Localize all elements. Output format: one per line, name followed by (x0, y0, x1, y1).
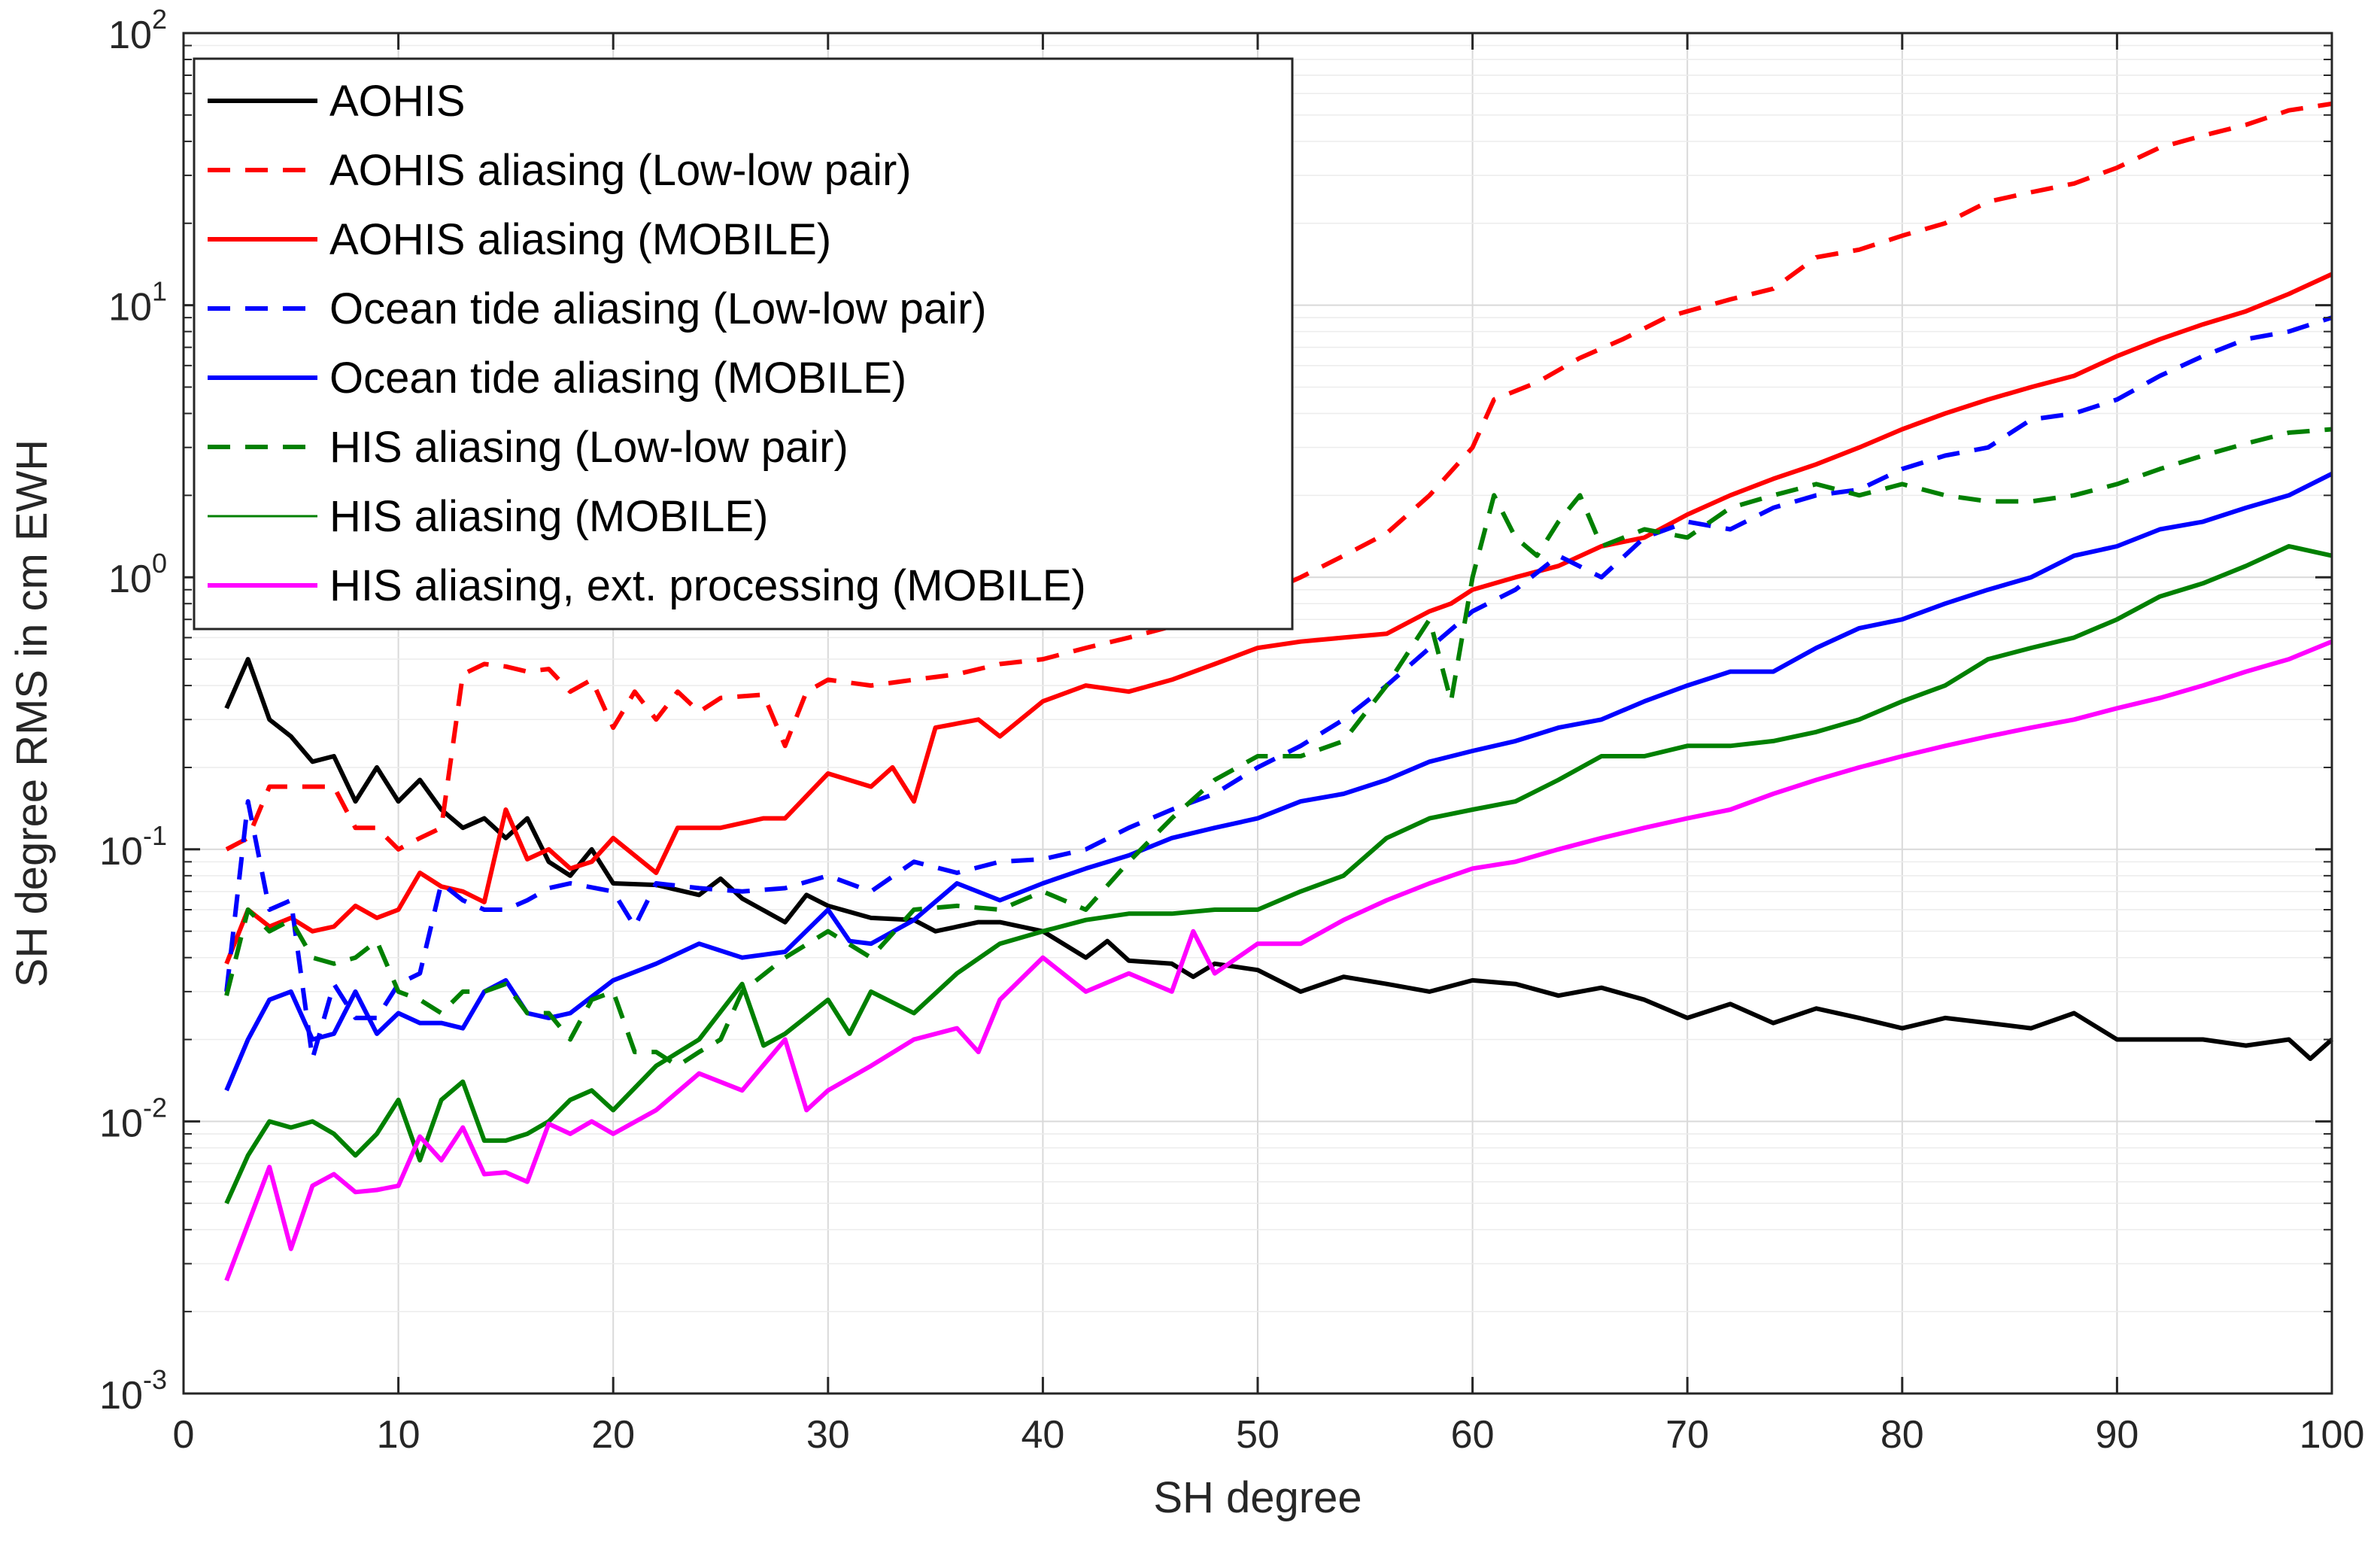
series-line-7 (224, 544, 2333, 1205)
x-tick-label: 50 (1236, 1413, 1280, 1457)
series-layer (224, 101, 2334, 1281)
x-tick-label: 40 (1021, 1413, 1064, 1457)
x-tick-label: 10 (377, 1413, 420, 1457)
y-tick-label-base: 10 (99, 1374, 143, 1418)
y-tick-label: 100 (108, 548, 167, 601)
x-tick-label: 60 (1451, 1413, 1495, 1457)
series-line-2 (225, 101, 2333, 852)
legend-label: AOHIS aliasing (Low-low pair) (329, 146, 912, 195)
x-tick-label: 100 (2300, 1413, 2365, 1457)
y-tick-label-base: 10 (99, 1102, 143, 1145)
legend-label: AOHIS aliasing (MOBILE) (329, 215, 831, 264)
y-tick-label-exponent: -2 (143, 1092, 167, 1123)
x-tick-label: 0 (173, 1413, 195, 1457)
y-tick-label: 10-3 (99, 1364, 167, 1418)
x-tick-label: 30 (806, 1413, 850, 1457)
legend-label: Ocean tide aliasing (MOBILE) (329, 354, 906, 403)
y-tick-label-base: 10 (108, 286, 152, 330)
y-tick-label-base: 10 (108, 558, 152, 601)
legend-label: HIS aliasing, ext. processing (MOBILE) (329, 561, 1086, 610)
y-axis-title: SH degree RMS in cm EWH (8, 439, 56, 987)
y-tick-label: 10-2 (99, 1092, 167, 1145)
series-line-4 (224, 315, 2333, 1062)
legend-label: Ocean tide aliasing (Low-low pair) (329, 284, 987, 333)
y-tick-label: 10-1 (99, 820, 167, 874)
series-line-5 (224, 472, 2333, 1092)
y-tick-label: 102 (108, 4, 167, 57)
legend-label: HIS aliasing (MOBILE) (329, 492, 768, 541)
y-tick-label-base: 10 (99, 830, 143, 874)
y-tick-label-exponent: 1 (152, 276, 167, 307)
series-line-8 (224, 639, 2333, 1281)
x-tick-label: 80 (1881, 1413, 1924, 1457)
x-tick-label: 90 (2095, 1413, 2139, 1457)
y-tick-label-exponent: -1 (143, 820, 167, 851)
y-tick-label-exponent: 0 (152, 548, 167, 579)
tick-layer: 0 10 20 30 40 50 60 70 80 90 10010-310-210-1100101… (99, 4, 2364, 1457)
y-tick-label: 101 (108, 276, 167, 330)
legend-label: AOHIS (329, 77, 466, 126)
legend-label: HIS aliasing (Low-low pair) (329, 423, 848, 472)
x-axis-title: SH degree (1153, 1473, 1362, 1522)
series-line-1 (224, 657, 2334, 1062)
x-tick-label: 20 (591, 1413, 635, 1457)
x-tick-label: 70 (1665, 1413, 1709, 1457)
y-tick-label-exponent: -3 (143, 1364, 167, 1395)
y-tick-label-base: 10 (108, 14, 152, 57)
series-line-6 (224, 427, 2333, 1068)
legend: AOHIS AOHIS aliasing (Low-low pair) AOHIS … (193, 57, 1294, 631)
legend-box (193, 57, 1294, 631)
y-tick-label-exponent: 2 (152, 4, 167, 35)
